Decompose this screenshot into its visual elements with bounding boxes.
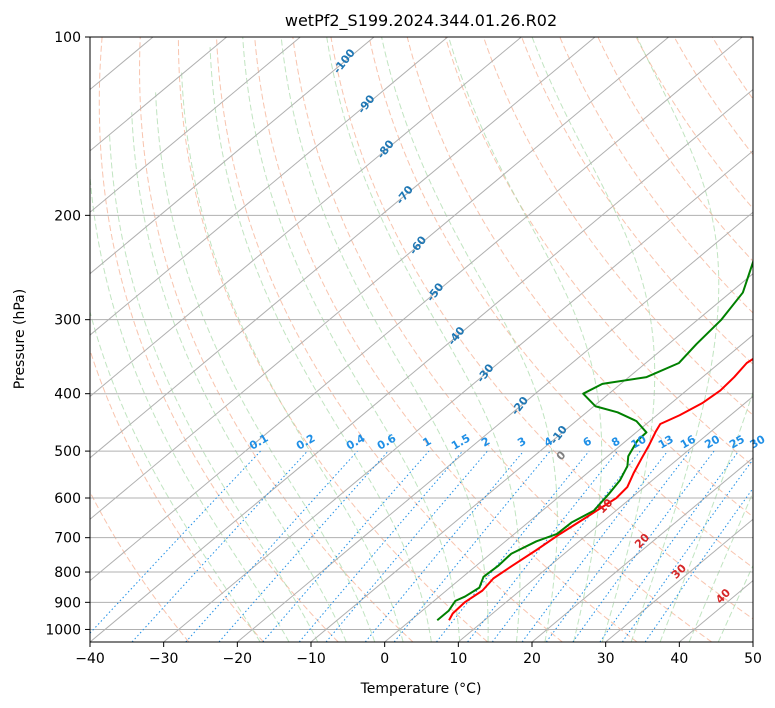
moist-adiabat bbox=[131, 112, 347, 642]
x-tick-label: 30 bbox=[597, 651, 615, 667]
dry-adiabat bbox=[98, 37, 339, 642]
isotherm bbox=[458, 395, 753, 642]
y-tick-label: 1000 bbox=[45, 622, 81, 638]
mixing-ratio-line bbox=[218, 450, 389, 642]
mixing-ratio-line bbox=[325, 450, 488, 642]
x-tick-label: −20 bbox=[223, 651, 253, 667]
x-tick-label: 40 bbox=[670, 651, 688, 667]
x-axis-ticks: −40 −30 −20 −10 0 10 20 30 40 50 bbox=[75, 642, 762, 667]
isotherm bbox=[90, 37, 743, 582]
moist-adiabat bbox=[326, 37, 521, 642]
dry-adiabat bbox=[406, 37, 753, 518]
moist-adiabat bbox=[381, 37, 558, 642]
y-tick-label: 800 bbox=[54, 565, 81, 581]
mixing-ratio-line bbox=[185, 450, 358, 642]
moist-adiabat bbox=[448, 37, 603, 642]
x-tick-label: 20 bbox=[523, 651, 541, 667]
moist-adiabat bbox=[688, 491, 753, 642]
mixing-ratio-line bbox=[364, 450, 525, 642]
x-tick-label: 0 bbox=[380, 651, 389, 667]
y-tick-label: 900 bbox=[54, 595, 81, 611]
dry-adiabat bbox=[368, 37, 753, 569]
mixing-ratio-line bbox=[572, 450, 715, 642]
moist-adiabat bbox=[280, 37, 489, 642]
isotherm bbox=[605, 518, 753, 642]
dry-adiabat bbox=[750, 37, 753, 42]
dry-adiabat bbox=[254, 37, 638, 642]
moist-adiabat bbox=[659, 390, 753, 642]
isotherm bbox=[531, 457, 753, 642]
y-tick-label: 400 bbox=[54, 387, 81, 403]
plot-background bbox=[90, 37, 753, 642]
mixing-ratio-line bbox=[131, 450, 308, 642]
plot-frame bbox=[89, 36, 754, 643]
mixing-ratio-line bbox=[545, 450, 691, 642]
y-tick-label: 500 bbox=[54, 444, 81, 460]
y-tick-label: 200 bbox=[54, 208, 81, 224]
mixing-ratio-line bbox=[621, 458, 753, 642]
isotherm bbox=[90, 37, 375, 275]
x-tick-label: 50 bbox=[744, 651, 762, 667]
mixing-ratio-line bbox=[521, 450, 669, 642]
dewpoint-line bbox=[436, 259, 753, 622]
isotherm bbox=[90, 37, 227, 152]
chart-title: wetPf2_S199.2024.344.01.26.R02 bbox=[285, 11, 557, 31]
moist-adiabat bbox=[209, 47, 432, 642]
x-tick-label: −30 bbox=[149, 651, 179, 667]
background-lines bbox=[0, 37, 753, 642]
mixing-ratio-line bbox=[644, 487, 753, 642]
y-tick-label: 700 bbox=[54, 531, 81, 547]
isotherm bbox=[90, 37, 522, 398]
y-tick-label: 600 bbox=[54, 491, 81, 507]
isotherm bbox=[752, 641, 753, 642]
moist-adiabat bbox=[717, 564, 753, 642]
dry-adiabat bbox=[292, 37, 713, 642]
moist-adiabat bbox=[242, 37, 461, 642]
x-axis-title: Temperature (°C) bbox=[360, 681, 482, 697]
dry-adiabat bbox=[90, 348, 264, 642]
dry-adiabat bbox=[444, 37, 753, 467]
isotherm bbox=[0, 37, 6, 642]
mixing-ratio-line bbox=[393, 450, 551, 642]
y-tick-label: 100 bbox=[54, 30, 81, 46]
isotherm bbox=[237, 211, 753, 642]
dry-adiabat bbox=[483, 37, 753, 416]
dry-adiabat bbox=[177, 37, 488, 642]
mixing-ratio-line bbox=[436, 450, 590, 642]
x-tick-label: −40 bbox=[75, 651, 105, 667]
isotherm bbox=[90, 88, 753, 642]
isotherm bbox=[384, 334, 753, 642]
moist-adiabat bbox=[630, 37, 720, 642]
mixing-ratio-line bbox=[599, 450, 740, 642]
isotherm bbox=[90, 37, 301, 213]
isotherm bbox=[90, 37, 448, 336]
moist-adiabat bbox=[181, 70, 404, 642]
y-tick-label: 300 bbox=[54, 313, 81, 329]
temperature-line bbox=[448, 357, 753, 621]
dry-adiabat bbox=[330, 37, 753, 620]
isotherm bbox=[163, 150, 753, 642]
isotherm bbox=[90, 37, 596, 459]
isotherm bbox=[310, 273, 753, 642]
dry-adiabat bbox=[216, 37, 563, 642]
profile-lines bbox=[436, 259, 753, 622]
y-axis-ticks: 100 200 300 400 500 600 700 800 900 1000 bbox=[45, 30, 90, 638]
y-axis-title: Pressure (hPa) bbox=[12, 289, 28, 389]
x-tick-label: 10 bbox=[449, 651, 467, 667]
x-tick-label: −10 bbox=[296, 651, 326, 667]
isotherm bbox=[90, 37, 669, 520]
mixing-ratio-line bbox=[90, 450, 261, 634]
